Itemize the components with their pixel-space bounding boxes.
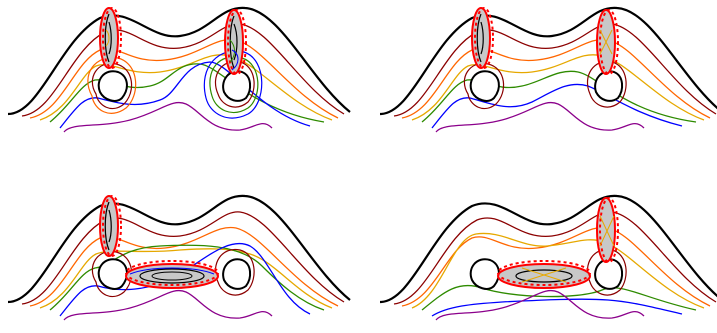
right-pinch bbox=[596, 197, 619, 263]
right-pinch bbox=[596, 9, 619, 75]
panel-bottom-left bbox=[6, 194, 352, 321]
right-pinch bbox=[224, 9, 247, 75]
panel-top-right bbox=[378, 6, 717, 133]
panel-top-left bbox=[6, 6, 352, 133]
left-pinch bbox=[471, 7, 494, 69]
middle-pinch bbox=[125, 260, 219, 289]
left-pinch bbox=[99, 195, 122, 257]
left-pinch bbox=[99, 7, 122, 69]
middle-pinch bbox=[497, 260, 591, 289]
panel-bottom-right bbox=[378, 194, 717, 321]
